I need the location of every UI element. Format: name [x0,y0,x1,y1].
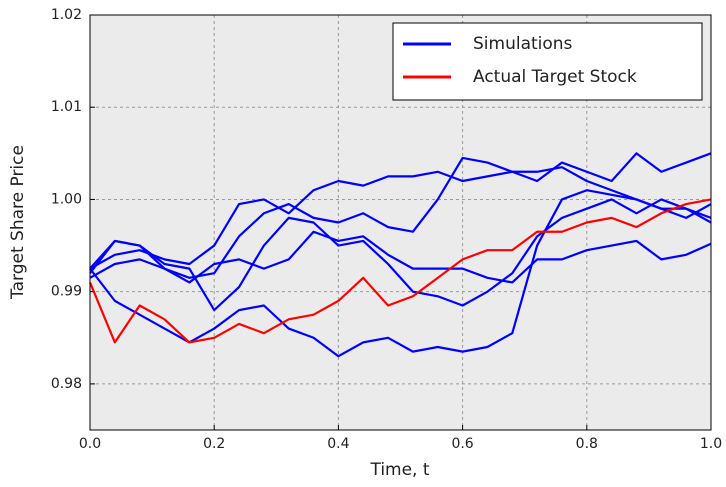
x-tick-label: 0.4 [327,436,349,452]
line [89,166,712,270]
y-axis-label: Target Share Price [8,145,28,300]
x-axis-label: Time, t [369,460,429,480]
plot-frame [89,14,712,431]
x-tick-label: 0.6 [451,436,473,452]
legend-label: Actual Target Stock [473,67,637,87]
y-tick-label: 1.02 [51,7,82,23]
x-tick-label: 0.2 [203,436,225,452]
line [89,198,712,312]
x-tick-label: 0.8 [576,436,598,452]
line [89,189,712,358]
x-tick-label: 1.0 [700,436,722,452]
x-tick-label: 0.0 [79,436,101,452]
legend-box [392,22,703,101]
y-tick-label: 0.98 [51,376,82,392]
line [88,198,712,344]
legend-label: Simulations [473,34,573,54]
y-tick-label: 1.00 [51,191,82,207]
y-tick-label: 0.99 [51,284,82,300]
y-tick-label: 1.01 [51,99,82,115]
line [89,230,712,284]
